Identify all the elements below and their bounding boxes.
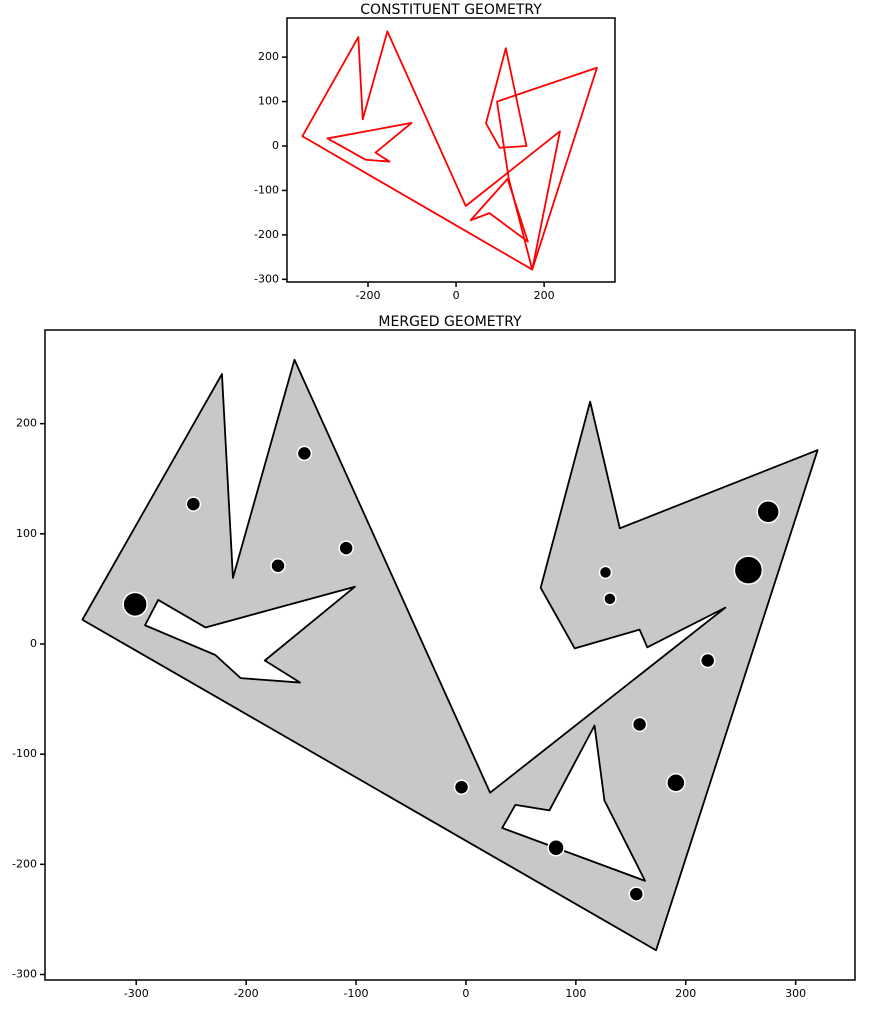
x-tick-label: 300: [785, 987, 806, 1000]
polygon-outline: [326, 121, 413, 163]
point: [270, 558, 286, 574]
point: [598, 565, 613, 580]
x-tick-label: 100: [565, 987, 586, 1000]
axes-frame: [44, 329, 856, 981]
polygon-outline: [496, 66, 598, 271]
point: [699, 652, 716, 669]
chart-title: MERGED GEOMETRY: [378, 314, 522, 330]
point: [666, 773, 686, 793]
polygon-outline: [485, 47, 528, 149]
y-tick-label: 200: [16, 417, 37, 430]
chart-title: CONSTITUENT GEOMETRY: [360, 2, 542, 18]
x-tick-label: 200: [534, 289, 555, 302]
y-tick-label: -100: [254, 183, 279, 196]
point: [296, 445, 313, 462]
x-tick-label: -300: [124, 987, 149, 1000]
y-tick-label: -300: [254, 272, 279, 285]
merged-polygon: [81, 358, 819, 952]
x-tick-label: -200: [234, 987, 259, 1000]
y-tick-label: 0: [272, 139, 279, 152]
point: [756, 500, 780, 524]
point: [453, 779, 470, 795]
polygon-outline: [301, 30, 561, 271]
point: [338, 540, 354, 556]
y-tick-label: -200: [12, 857, 37, 870]
point: [547, 839, 565, 857]
x-tick-label: 0: [453, 289, 460, 302]
y-tick-label: -200: [254, 228, 279, 241]
point: [628, 886, 645, 902]
y-tick-label: -100: [12, 747, 37, 760]
x-tick-label: 200: [675, 987, 696, 1000]
y-tick-label: 0: [30, 637, 37, 650]
y-tick-label: 200: [258, 50, 279, 63]
x-tick-label: -200: [356, 289, 381, 302]
axes-frame: [286, 17, 616, 283]
point: [185, 496, 202, 512]
point: [603, 592, 617, 606]
polygon-outline: [469, 177, 529, 243]
x-tick-label: -100: [344, 987, 369, 1000]
y-tick-label: 100: [16, 527, 37, 540]
point: [631, 716, 648, 733]
y-tick-label: -300: [12, 967, 37, 980]
point: [733, 555, 764, 585]
point: [122, 591, 148, 618]
y-tick-label: 100: [258, 95, 279, 108]
x-tick-label: 0: [462, 987, 469, 1000]
